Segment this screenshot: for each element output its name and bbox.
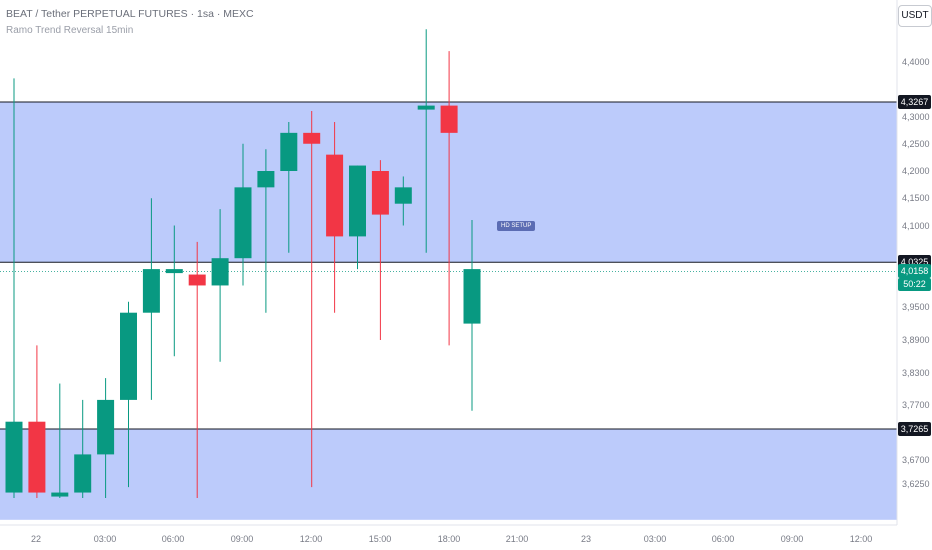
time-tick-label: 12:00 [849,534,873,544]
level-price-tag: 3,7265 [898,422,931,437]
candle-bullish[interactable] [257,171,275,188]
candle-bullish[interactable] [165,269,183,274]
time-tick-label: 15:00 [368,534,392,544]
candle-bullish[interactable] [463,269,481,324]
price-tick-label: 3,6700 [902,454,930,465]
candle-bullish[interactable] [394,187,412,204]
candle-bullish[interactable] [5,421,23,493]
candle-bearish[interactable] [28,421,46,493]
candle-bearish[interactable] [303,132,321,144]
candle-bullish[interactable] [142,269,160,313]
price-tick-label: 4,2500 [902,138,930,149]
candle-bearish[interactable] [188,274,206,286]
candle-bearish[interactable] [326,154,344,237]
candle-bullish[interactable] [74,454,92,493]
time-tick-label: 22 [30,534,42,544]
candle-bearish[interactable] [440,105,458,133]
time-tick-label: 06:00 [161,534,185,544]
time-tick-label: 23 [580,534,592,544]
candle-bullish[interactable] [120,312,137,400]
bar-countdown: 50:22 [898,278,931,292]
price-tick-label: 4,1000 [902,220,930,231]
time-tick-label: 21:00 [505,534,529,544]
candle-bullish[interactable] [211,258,229,286]
candle-bullish[interactable] [417,105,435,110]
candle-bullish[interactable] [280,132,298,171]
time-tick-label: 06:00 [711,534,735,544]
last-price-tag: 4,0158 [898,264,931,279]
chart-title[interactable]: BEAT / Tether PERPETUAL FUTURES · 1sa · … [6,8,254,20]
price-tick-label: 4,4000 [902,57,930,67]
candle-bullish[interactable] [51,492,69,497]
price-tick-label: 3,8300 [902,367,930,378]
price-tick-label: 3,8900 [902,334,930,345]
time-tick-label: 12:00 [299,534,323,544]
time-tick-label: 09:00 [780,534,804,544]
indicator-label[interactable]: Ramo Trend Reversal 15min [6,25,134,36]
time-tick-label: 03:00 [93,534,117,544]
support-resistance-zone[interactable] [0,429,897,520]
price-tick-label: 4,3000 [902,111,930,122]
currency-button[interactable]: USDT [898,5,932,27]
level-price-tag: 4,3267 [898,94,931,109]
candle-bullish[interactable] [349,165,366,237]
price-tick-label: 3,9500 [902,302,930,313]
time-tick-label: 09:00 [230,534,254,544]
candle-bearish[interactable] [371,171,389,215]
candle-bullish[interactable] [97,399,115,455]
time-tick-label: 18:00 [437,534,461,544]
price-tick-label: 4,2000 [902,166,930,176]
candle-bullish[interactable] [234,187,252,259]
price-tick-label: 4,1500 [902,193,930,204]
price-tick-label: 3,6250 [902,479,930,490]
setup-label[interactable]: HD SETUP [497,221,536,231]
time-tick-label: 03:00 [643,534,667,544]
price-tick-label: 3,7700 [902,400,930,411]
